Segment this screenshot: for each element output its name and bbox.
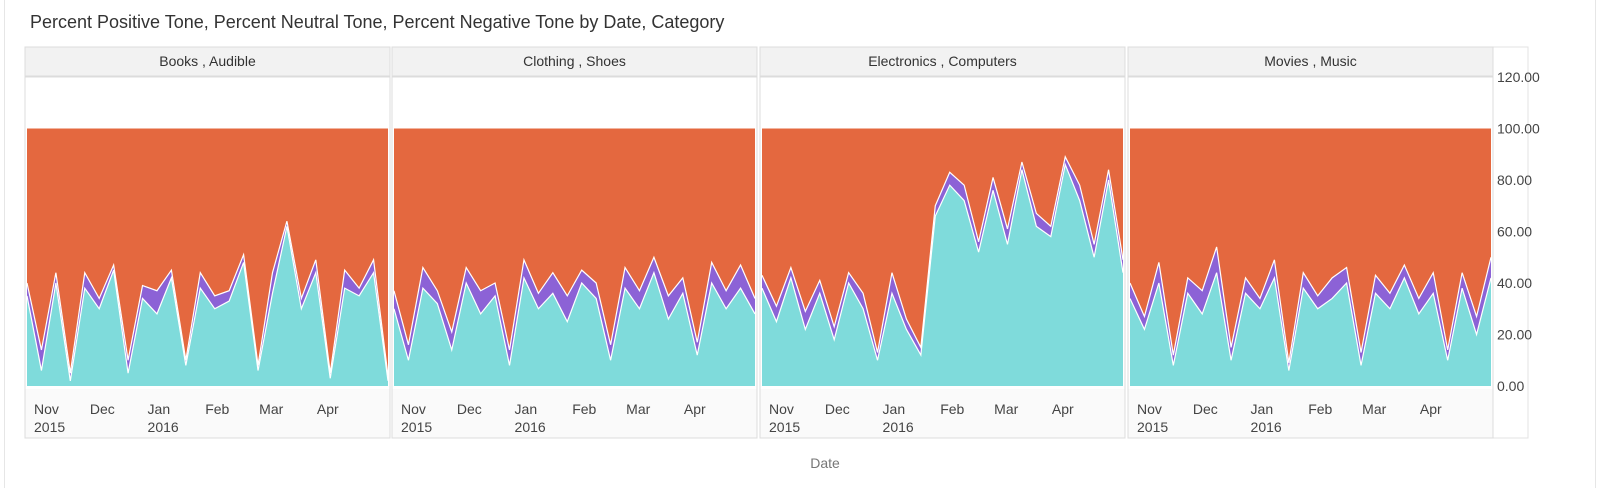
- panel-2-x-axis-band: [392, 389, 757, 438]
- panel-1-x-tick-5: Mar: [259, 401, 283, 417]
- panel-2-x-tick-3: Jan: [515, 401, 538, 417]
- panel-4-x-tick-1: Nov: [1137, 401, 1162, 417]
- y-tick-5: 80.00: [1497, 172, 1532, 188]
- y-tick-7: 120.00: [1497, 69, 1540, 85]
- panel-3-x-tick-6: Apr: [1052, 401, 1074, 417]
- panel-3-x-tick-year-3: 2016: [883, 419, 914, 435]
- panel-3-x-tick-1: Nov: [769, 401, 794, 417]
- chart-title: Percent Positive Tone, Percent Neutral T…: [30, 12, 725, 32]
- panel-4-header: [1127, 46, 1494, 77]
- panel-2-header: [391, 46, 758, 77]
- panel-1-x-axis-band: [25, 389, 390, 438]
- panel-4-x-tick-2: Dec: [1193, 401, 1218, 417]
- panel-1-x-tick-4: Feb: [205, 401, 229, 417]
- y-tick-1: 0.00: [1497, 378, 1524, 394]
- y-tick-2: 20.00: [1497, 327, 1532, 343]
- panel-1-negative-line: [26, 221, 389, 376]
- panel-2-x-tick-year-3: 2016: [515, 419, 546, 435]
- x-axis-title: Date: [810, 455, 840, 471]
- panel-1-header: [24, 46, 391, 77]
- panel-3-neutral-area: [762, 156, 1123, 361]
- panel-2-header-label: Clothing , Shoes: [523, 53, 626, 69]
- y-tick-3: 40.00: [1497, 275, 1532, 291]
- panel-4-neutral-area: [1130, 246, 1491, 371]
- panel-4-positive-area: [1130, 272, 1491, 386]
- panel-3-positive-area: [762, 164, 1123, 386]
- panel-4-negative-area: [1130, 128, 1491, 363]
- panel-3-negative-area: [762, 128, 1123, 353]
- panel-4-x-tick-5: Mar: [1362, 401, 1386, 417]
- panel-3-positive-line: [761, 162, 1124, 361]
- panel-1-positive-area: [27, 226, 388, 386]
- panel-2-x-tick-1: Nov: [401, 401, 426, 417]
- panel-4-x-tick-year-1: 2015: [1137, 419, 1168, 435]
- panel-2-negative-area: [394, 128, 755, 350]
- panel-4-header-label: Movies , Music: [1264, 53, 1357, 69]
- panel-1-x-tick-2: Dec: [90, 401, 115, 417]
- panel-3-x-axis-band: [760, 389, 1125, 438]
- panel-4-x-tick-4: Feb: [1308, 401, 1332, 417]
- panel-3-negative-line: [761, 155, 1124, 353]
- panel-1-x-tick-1: Nov: [34, 401, 59, 417]
- panel-1-x-tick-6: Apr: [317, 401, 339, 417]
- panel-1-positive-line: [26, 226, 389, 381]
- panel-3-header-label: Electronics , Computers: [868, 53, 1017, 69]
- panel-1-x-tick-year-1: 2015: [34, 419, 65, 435]
- panel-1-negative-area: [27, 128, 388, 376]
- panel-1-x-tick-3: Jan: [148, 401, 171, 417]
- panel-4-negative-line: [1129, 246, 1492, 363]
- panel-2-x-tick-year-1: 2015: [401, 419, 432, 435]
- panel-2-positive-line: [393, 270, 756, 366]
- panel-3-x-tick-2: Dec: [825, 401, 850, 417]
- panel-2-negative-line: [393, 255, 756, 351]
- panel-4-x-tick-6: Apr: [1420, 401, 1442, 417]
- panel-2-x-tick-4: Feb: [572, 401, 596, 417]
- panel-4-x-axis-band: [1128, 389, 1493, 438]
- panel-1-header-label: Books , Audible: [159, 53, 256, 69]
- panel-2-x-tick-2: Dec: [457, 401, 482, 417]
- panel-4-positive-line: [1129, 272, 1492, 371]
- y-tick-4: 60.00: [1497, 224, 1532, 240]
- panel-2-x-tick-6: Apr: [684, 401, 706, 417]
- panel-1-x-tick-year-3: 2016: [148, 419, 179, 435]
- panel-3-x-tick-5: Mar: [994, 401, 1018, 417]
- panel-2-x-tick-5: Mar: [626, 401, 650, 417]
- panel-3-x-tick-3: Jan: [883, 401, 906, 417]
- panel-3-x-tick-4: Feb: [940, 401, 964, 417]
- panel-3-header: [759, 46, 1126, 77]
- panel-1-neutral-area: [27, 221, 388, 381]
- panel-3-x-tick-year-1: 2015: [769, 419, 800, 435]
- panel-4-x-tick-3: Jan: [1251, 401, 1274, 417]
- y-tick-6: 100.00: [1497, 121, 1540, 137]
- panel-4-x-tick-year-3: 2016: [1251, 419, 1282, 435]
- panel-2-positive-area: [394, 272, 755, 386]
